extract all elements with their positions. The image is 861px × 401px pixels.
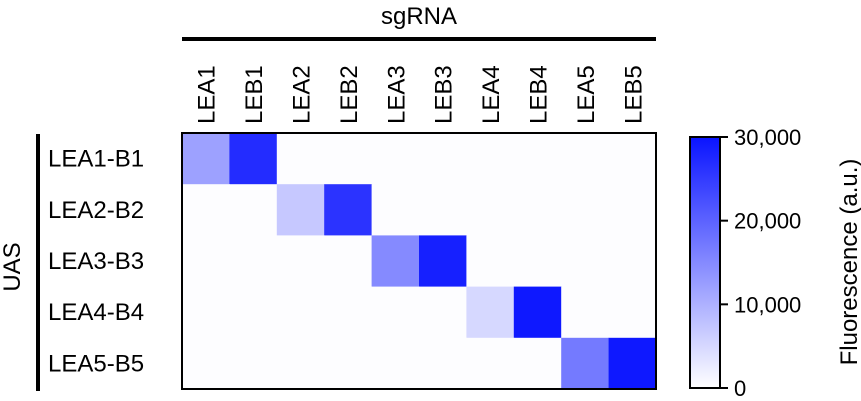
heatmap-cell bbox=[229, 235, 278, 288]
heatmap-cell bbox=[608, 337, 657, 390]
heatmap-cell bbox=[608, 184, 657, 236]
heatmap-cell bbox=[561, 235, 610, 288]
column-label: LEB5 bbox=[620, 65, 647, 124]
heatmap-cell bbox=[182, 337, 230, 390]
heatmap-cell bbox=[419, 337, 467, 390]
row-label: LEA4-B4 bbox=[48, 299, 144, 326]
heatmap-cell bbox=[419, 235, 467, 288]
heatmap-cell bbox=[276, 133, 325, 185]
heatmap-cell bbox=[324, 235, 373, 288]
heatmap-cell bbox=[513, 184, 562, 236]
row-label: LEA3-B3 bbox=[48, 248, 144, 275]
heatmap-cell bbox=[371, 184, 420, 236]
heatmap-cell bbox=[324, 286, 373, 339]
heatmap-cell bbox=[229, 337, 278, 390]
heatmap-cell bbox=[276, 235, 325, 288]
heatmap-cell bbox=[324, 337, 373, 390]
column-label: LEA3 bbox=[383, 65, 410, 124]
row-label: LEA2-B2 bbox=[48, 197, 144, 224]
heatmap-cell bbox=[419, 184, 467, 236]
heatmap-cell bbox=[276, 286, 325, 339]
heatmap-cell bbox=[182, 235, 230, 288]
colorbar-tick-label: 10,000 bbox=[734, 292, 801, 317]
column-label: LEA5 bbox=[573, 65, 600, 124]
heatmap-cell bbox=[608, 133, 657, 185]
heatmap-cell bbox=[229, 286, 278, 339]
column-label: LEB3 bbox=[431, 65, 458, 124]
heatmap-cell bbox=[324, 133, 373, 185]
heatmap-cell bbox=[513, 286, 562, 339]
heatmap-cell bbox=[608, 235, 657, 288]
row-labels: LEA1-B1 LEA2-B2 LEA3-B3 LEA4-B4 LEA5-B5 bbox=[48, 146, 144, 378]
heatmap-cell bbox=[182, 133, 230, 185]
heatmap-cell bbox=[561, 184, 610, 236]
heatmap-cell bbox=[466, 184, 515, 236]
heatmap-cell bbox=[371, 337, 420, 390]
colorbar-tick-label: 20,000 bbox=[734, 209, 801, 234]
heatmap-frame bbox=[181, 132, 657, 390]
row-group-label: UAS bbox=[0, 242, 26, 291]
heatmap-cell bbox=[466, 286, 515, 339]
column-label: LEA1 bbox=[194, 65, 221, 124]
heatmap-cell bbox=[371, 133, 420, 185]
row-label: LEA5-B5 bbox=[48, 350, 144, 377]
heatmap-cell bbox=[371, 286, 420, 339]
column-label: LEB2 bbox=[336, 65, 363, 124]
column-label: LEB4 bbox=[526, 65, 553, 124]
heatmap-cell bbox=[371, 235, 420, 288]
colorbar bbox=[689, 136, 721, 389]
colorbar-tick-label: 30,000 bbox=[734, 125, 801, 150]
heatmap-cell bbox=[513, 235, 562, 288]
heatmap-cell bbox=[324, 184, 373, 236]
heatmap-cell bbox=[608, 286, 657, 339]
column-label: LEB1 bbox=[241, 65, 268, 124]
column-group-label: sgRNA bbox=[381, 3, 457, 30]
row-label: LEA1-B1 bbox=[48, 146, 144, 173]
heatmap-cell bbox=[561, 133, 610, 185]
heatmap-cell bbox=[229, 184, 278, 236]
heatmap-cell bbox=[466, 337, 515, 390]
heatmap-cell bbox=[182, 286, 230, 339]
column-label: LEA4 bbox=[478, 65, 505, 124]
colorbar-tick-label: 0 bbox=[734, 376, 746, 401]
colorbar-ticks: 0 10,000 20,000 30,000 bbox=[720, 125, 801, 401]
column-label: LEA2 bbox=[289, 65, 316, 124]
heatmap-cell bbox=[513, 337, 562, 390]
heatmap-cell bbox=[466, 133, 515, 185]
heatmap-cell bbox=[276, 337, 325, 390]
column-labels: LEA1 LEB1 LEA2 LEB2 LEA3 LEB3 LEA4 LEB4 LEA5 LEB5 bbox=[194, 65, 648, 124]
colorbar-label: Fluorescence (a.u.) bbox=[836, 159, 861, 366]
heatmap-cell bbox=[419, 133, 467, 185]
heatmap-cell bbox=[419, 286, 467, 339]
heatmap-cell bbox=[229, 133, 278, 185]
heatmap-cell bbox=[561, 337, 610, 390]
heatmap-cell bbox=[466, 235, 515, 288]
heatmap-cell bbox=[182, 184, 230, 236]
heatmap-cell bbox=[561, 286, 610, 339]
heatmap-cells bbox=[182, 133, 657, 390]
heatmap-cell bbox=[276, 184, 325, 236]
heatmap-cell bbox=[513, 133, 562, 185]
